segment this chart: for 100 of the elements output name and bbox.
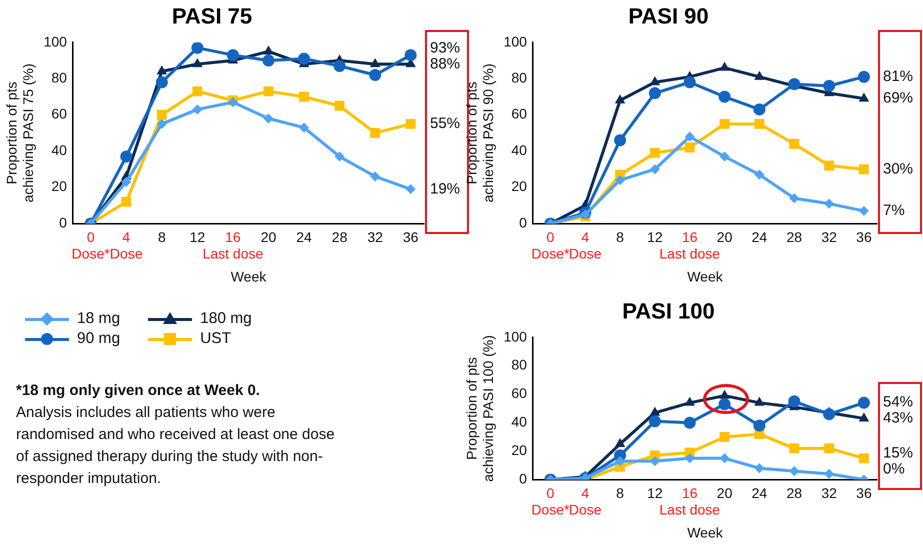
point [824,198,834,209]
y-tick-label: 100 [504,33,528,50]
y-tick-label: 100 [44,33,68,50]
x-tick-label: 12 [190,228,206,245]
legend-label: 180 mg [200,310,252,328]
data-label: 0% [883,460,905,478]
point [858,453,869,464]
point [334,100,345,111]
point [191,42,204,54]
x-tick-label: 4 Dose [568,484,602,518]
point [263,45,274,54]
point [684,142,695,152]
point [192,58,203,68]
point [192,86,202,96]
data-label: 19% [430,180,460,198]
point [824,160,834,171]
point [404,49,417,62]
point [858,70,870,83]
point [720,432,730,442]
point [754,170,764,180]
point [858,92,870,102]
point [684,416,696,429]
point [858,206,869,216]
x-tick-label: 8 [616,484,624,501]
point [614,134,626,146]
point [753,420,766,432]
point [406,184,416,194]
data-label: 55% [430,115,460,132]
x-tick-label: 36 [402,228,419,245]
y-tick-label: 20 [511,178,528,194]
x-axis-title: Week [687,268,724,284]
y-tick-label: 80 [51,70,68,86]
y-axis-title: Proportion of pts achieving PASI 90 (%) [463,63,496,203]
point [754,396,765,406]
point [370,58,380,68]
point [858,412,870,422]
point [754,463,764,474]
data-label: 7% [883,202,905,220]
point [650,164,660,174]
x-tick-label: 24 [752,228,768,245]
chart-title: PASI 75 [172,3,252,28]
point [299,122,310,133]
x-tick-label: 20 [716,228,733,245]
point [156,76,168,88]
point [788,395,800,408]
y-tick-label: 20 [511,442,528,458]
data-label: 54% [883,394,914,411]
point [298,52,310,65]
x-tick-label: 36 [856,228,872,245]
point [121,196,132,207]
point [684,76,696,88]
y-tick-label: 20 [51,178,68,194]
point [614,438,626,448]
point [789,193,800,204]
point [192,104,202,114]
point [650,456,660,466]
x-tick-label: 24 [296,228,312,245]
y-tick-label: 60 [511,385,528,402]
data-label: 93% [430,39,460,56]
x-axis-title: Week [230,268,268,284]
x-tick-label: 0 Dose* [531,484,570,518]
legend-label: 90 mg [77,330,120,348]
y-axis-title: Proportion of pts achieving PASI 75 (%) [3,63,36,203]
point [121,176,132,187]
x-tick-label: 4 Dose [110,228,143,262]
point [719,62,730,71]
point [720,118,730,129]
point [406,118,416,129]
point [858,164,869,174]
point [650,148,660,158]
legend-label: UST [200,330,232,348]
point [789,443,800,454]
y-tick-label: 40 [511,142,528,158]
point [650,76,660,86]
x-tick-label: 28 [332,228,348,245]
point [299,92,309,102]
point [226,49,239,62]
x-tick-label: 32 [821,484,838,501]
x-tick-label: 32 [367,228,384,245]
point [648,415,661,428]
chart-title: PASI 100 [622,298,715,324]
point [858,396,870,409]
x-tick-label: 32 [821,228,838,245]
point [684,453,695,464]
point [156,118,167,129]
text: *18 mg only given once at Week 0. [16,381,261,401]
y-tick-label: 0 [519,470,528,486]
point [719,390,730,399]
y-tick-label: 40 [511,414,528,430]
point [334,60,346,72]
y-axis-title: Proportion of pts achieving PASI 100 (%) [463,335,496,482]
point [648,87,661,100]
point [370,128,380,138]
point [753,103,766,116]
x-tick-label: 24 [752,484,768,501]
legend-label: 18 mg [77,310,120,328]
x-tick-label: 28 [786,228,802,245]
data-label: 88% [430,55,460,72]
x-axis-title: Week [687,524,724,540]
point [684,132,695,142]
